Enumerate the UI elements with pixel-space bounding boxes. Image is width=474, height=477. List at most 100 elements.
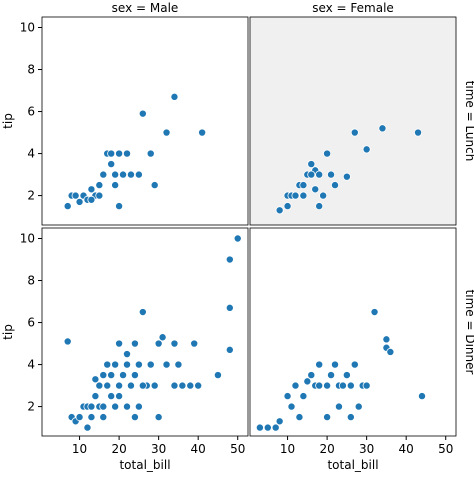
point [154, 413, 163, 422]
point [123, 149, 132, 158]
point [130, 339, 139, 348]
point [291, 381, 300, 390]
point [315, 202, 324, 211]
panel-background [42, 17, 248, 225]
point [123, 350, 132, 359]
y-tick-label: 6 [27, 105, 35, 119]
y-tick-label: 4 [27, 147, 35, 161]
point [99, 170, 108, 179]
point [158, 333, 167, 342]
point [334, 402, 343, 411]
point [107, 149, 116, 158]
column-title: sex = Female [312, 1, 394, 15]
point [162, 360, 171, 369]
point [170, 381, 179, 390]
point [87, 195, 96, 204]
point [315, 360, 324, 369]
point [134, 402, 143, 411]
point [295, 413, 304, 422]
panel-background [250, 228, 456, 436]
point [123, 360, 132, 369]
x-tick-label: 20 [111, 442, 126, 456]
point [315, 381, 324, 390]
point [319, 191, 328, 200]
point [138, 381, 147, 390]
point [99, 402, 108, 411]
point [299, 191, 308, 200]
point [95, 191, 104, 200]
point [233, 234, 242, 243]
point [194, 381, 203, 390]
point [138, 308, 147, 317]
point [370, 308, 379, 317]
point [275, 206, 284, 215]
point [134, 170, 143, 179]
point [299, 181, 308, 190]
point [331, 181, 340, 190]
x-tick-label: 50 [438, 442, 453, 456]
x-tick-label: 30 [151, 442, 166, 456]
point [103, 381, 112, 390]
point [323, 149, 332, 158]
point [111, 170, 120, 179]
point [198, 128, 207, 137]
x-tick-label: 10 [280, 442, 295, 456]
y-tick-label: 6 [27, 316, 35, 330]
point [299, 392, 308, 401]
point [382, 335, 391, 344]
point [327, 170, 336, 179]
point [170, 92, 179, 101]
x-tick-label: 20 [319, 442, 334, 456]
y-tick-label: 2 [27, 189, 35, 203]
point [146, 360, 155, 369]
point [115, 339, 124, 348]
point [213, 371, 222, 380]
point [283, 202, 292, 211]
point [154, 339, 163, 348]
point [111, 181, 120, 190]
panel-frame [41, 227, 249, 437]
point [170, 339, 179, 348]
y-tick-label: 8 [27, 274, 35, 288]
point [75, 197, 84, 206]
y-tick-label: 4 [27, 358, 35, 372]
point [338, 381, 347, 390]
point [190, 339, 199, 348]
point [350, 360, 359, 369]
point [311, 185, 320, 194]
point [95, 181, 104, 190]
point [275, 417, 284, 426]
point [130, 413, 139, 422]
point [107, 392, 116, 401]
point [255, 423, 264, 432]
point [115, 381, 124, 390]
point [307, 371, 316, 380]
y-tick-label: 2 [27, 400, 35, 414]
point [346, 381, 355, 390]
y-axis-label: tip [1, 113, 15, 129]
point [103, 360, 112, 369]
row-title: time = Dinner [463, 290, 474, 375]
point [107, 371, 116, 380]
point [119, 170, 128, 179]
point [130, 371, 139, 380]
point [378, 124, 387, 133]
point [287, 402, 296, 411]
point [186, 381, 195, 390]
point [115, 392, 124, 401]
point [99, 413, 108, 422]
point [307, 160, 316, 169]
point [138, 109, 147, 118]
y-axis-label: tip [1, 324, 15, 340]
column-title: sex = Male [112, 1, 179, 15]
point [63, 337, 72, 346]
point [83, 423, 92, 432]
point [225, 255, 234, 264]
point [327, 371, 336, 380]
point [91, 392, 100, 401]
point [346, 413, 355, 422]
y-tick-label: 8 [27, 63, 35, 77]
point [119, 371, 128, 380]
point [87, 402, 96, 411]
